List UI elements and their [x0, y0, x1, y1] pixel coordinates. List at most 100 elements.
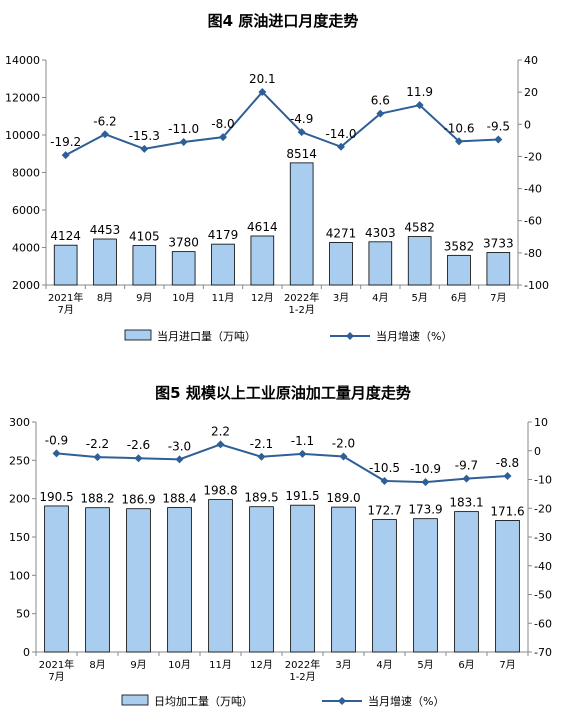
chart-1-growth-label: -4.9 — [290, 112, 313, 126]
chart-1-x-tick-label: 11月 — [212, 292, 235, 304]
chart-2-bar — [413, 518, 438, 653]
chart-2-growth-point — [216, 440, 225, 449]
chart-2-bar — [290, 504, 315, 653]
chart-1-growth-point — [415, 101, 424, 110]
chart-2-y-tick-label-right: -70 — [534, 646, 552, 659]
chart-1-bar — [368, 241, 393, 286]
chart-1-legend-bar-label: 当月进口量（万吨） — [157, 329, 256, 343]
chart-1-bar — [211, 243, 235, 286]
chart-2-growth-point — [421, 478, 430, 487]
chart-2-x-tick-label: 3月 — [335, 659, 351, 671]
chart-1-bar-label: 4614 — [247, 220, 278, 234]
chart-2-growth-point — [175, 455, 184, 464]
chart-2-growth-point — [503, 472, 512, 481]
chart-2-bar-label: 189.5 — [244, 491, 278, 505]
chart-1-growth-point — [179, 137, 188, 146]
chart-1-growth-point — [219, 133, 227, 142]
chart-1-y-tick-label-left: 6000 — [12, 204, 40, 217]
chart-1-y-tick-label-right: -100 — [524, 279, 549, 292]
chart-2-growth-label: -0.9 — [45, 433, 68, 447]
chart-1-growth-line — [65, 90, 499, 157]
chart-2-svg: 0 50 100 150 200 250 300 -70 -60 -50 -40 -30 -20 -10 0… — [9, 416, 552, 708]
chart-1-bar-label: 4179 — [208, 228, 239, 242]
chart-1-y-tick-label-right: -20 — [524, 150, 542, 163]
chart-1-y-tick-label-left: 12000 — [5, 92, 40, 105]
chart-2-growth-point — [257, 452, 266, 461]
chart-1-y-tick-label-right: -80 — [524, 247, 542, 260]
chart-2-growth-label: -10.9 — [410, 462, 441, 476]
chart-2-y-tick-label-right: -60 — [534, 617, 552, 630]
chart-2-bar — [208, 499, 233, 653]
chart-2-growth-label: -2.6 — [127, 438, 150, 452]
chart-1-x-tick-label: 4月 — [372, 292, 388, 304]
chart-2-bar — [126, 508, 151, 653]
chart-1-bar-label: 3733 — [483, 237, 514, 251]
chart-1-growth-label: -9.5 — [487, 120, 510, 134]
chart-2-x-tick-label: 4月 — [376, 659, 392, 671]
chart-2-bar-label: 191.5 — [285, 489, 319, 503]
chart-2-growth-point — [298, 449, 307, 458]
chart-1-x-tick-label: 9月 — [136, 292, 152, 304]
chart-1-y-tick-label-left: 10000 — [5, 129, 40, 142]
chart-1-growth-point — [258, 87, 267, 96]
chart-1-growth-label: -19.2 — [50, 135, 81, 149]
chart-2-bar-label: 186.9 — [121, 493, 155, 507]
chart-2-x-tick-label: 2022年 1-2月 — [285, 658, 320, 683]
chart-2-bar — [167, 507, 192, 653]
chart-1-growth-label: -10.6 — [443, 121, 474, 135]
chart-2-bar — [372, 519, 397, 653]
chart-2-growth-label: -2.1 — [250, 437, 273, 451]
chart-2-y-tick-label-right: 0 — [534, 445, 541, 458]
chart-2-y-tick-label-right: -40 — [534, 560, 552, 573]
chart-1-bar — [329, 242, 353, 286]
chart-2-growth-label: -9.7 — [455, 459, 478, 473]
chart-2-x-tick-label: 12月 — [250, 659, 273, 671]
chart-1-bar — [407, 236, 432, 286]
chart-1-y-tick-label-right: -40 — [524, 183, 542, 196]
chart-1-growth-label: -14.0 — [325, 127, 356, 141]
chart-2-x-tick-label: 10月 — [168, 659, 191, 671]
chart-2-growth-point — [93, 453, 102, 462]
chart-2-x-tick-label: 8月 — [89, 659, 105, 671]
chart-2-y-tick-label-left: 0 — [23, 646, 30, 659]
chart-1-legend-line-marker — [346, 332, 354, 340]
chart-2-bar — [44, 505, 69, 653]
chart-1-bar — [171, 251, 196, 286]
chart-1-growth-point — [101, 130, 109, 139]
chart-1-x-tick-label: 8月 — [97, 292, 113, 304]
chart-1-growth-label: -8.0 — [211, 117, 234, 131]
chart-1-growth-point — [455, 137, 463, 146]
chart-2-title: 图5 规模以上工业原油加工量月度走势 — [155, 384, 411, 402]
chart-1-bar-label: 8514 — [286, 147, 317, 161]
chart-2-y-tick-label-left: 300 — [9, 416, 30, 429]
chart-2-growth-point — [462, 474, 471, 483]
chart-1-growth-label: 11.9 — [406, 85, 433, 99]
chart-2-y-tick-label-right: -30 — [534, 531, 552, 544]
chart-1-x-tick-label: 5月 — [411, 292, 427, 304]
chart-1-legend-bar-swatch — [124, 329, 152, 341]
chart-1-bar — [132, 245, 157, 286]
chart-2-bar — [331, 506, 356, 653]
chart-2-x-tick-label: 2021年 7月 — [39, 658, 74, 683]
chart-1-x-tick-label: 6月 — [451, 292, 467, 304]
chart-1-growth-label: -11.0 — [168, 122, 199, 136]
chart-2-growth-line — [56, 443, 508, 484]
chart-2-bar-label: 198.8 — [203, 484, 237, 498]
chart-2-y-tick-label-left: 50 — [16, 608, 30, 621]
chart-2-bar-label: 190.5 — [39, 490, 73, 504]
chart-1-y-tick-label-left: 2000 — [12, 279, 40, 292]
chart-1-bar — [289, 162, 314, 286]
chart-1-bar — [447, 254, 471, 286]
chart-2-bar-label: 183.1 — [449, 496, 483, 510]
chart-1-x-tick-label: 2022年 1-2月 — [284, 291, 319, 316]
chart-1-bar — [53, 244, 78, 286]
chart-2-x-tick-label: 6月 — [458, 659, 474, 671]
chart-1-bar — [93, 238, 117, 286]
chart-1-x-tick-label: 12月 — [251, 292, 274, 304]
chart-2-growth-label: -8.8 — [496, 456, 519, 470]
chart-2-bar — [454, 511, 479, 653]
chart-1-x-tick-label: 10月 — [172, 292, 195, 304]
chart-1-bar-label: 4582 — [404, 221, 435, 235]
chart-1-growth-label: 6.6 — [371, 94, 390, 108]
chart-2-y-tick-label-left: 200 — [9, 493, 30, 506]
